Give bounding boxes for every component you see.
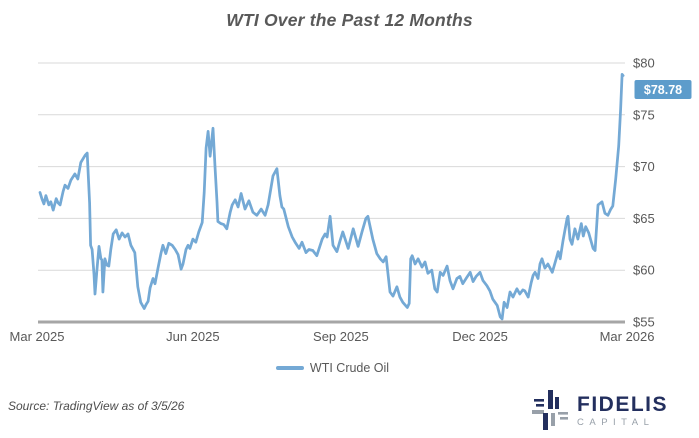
source-attribution: Source: TradingView as of 3/5/26	[8, 399, 185, 413]
fidelis-capital-logo: FIDELIS CAPITAL	[531, 388, 691, 434]
wti-price-line	[38, 73, 625, 321]
logo-name: FIDELIS	[577, 393, 669, 417]
y-tick-label: $75	[633, 107, 655, 122]
legend-line-swatch	[275, 366, 304, 370]
chart-legend: WTI Crude Oil	[40, 360, 625, 376]
x-tick-label: Dec 2025	[452, 329, 508, 344]
y-tick-label: $65	[633, 211, 655, 226]
x-tick-label: Sep 2025	[313, 329, 369, 344]
x-tick-label: Jun 2025	[166, 329, 220, 344]
y-tick-label: $60	[633, 263, 655, 278]
x-tick-label: Mar 2026	[600, 329, 655, 344]
y-tick-label: $80	[633, 56, 655, 71]
price-chart: $55 $60 $65 $70 $75 $80 Mar 2025 Jun 2025 Sep 20…	[10, 56, 692, 344]
logo-subname: CAPITAL	[577, 417, 655, 429]
y-tick-label: $70	[633, 159, 655, 174]
x-tick-label: Mar 2025	[10, 329, 65, 344]
last-price-flag	[634, 80, 692, 99]
y-tick-label: $55	[633, 315, 655, 330]
last-price-label: $78.78	[644, 83, 682, 97]
legend-series-label: WTI Crude Oil	[309, 361, 390, 375]
fidelis-logo-mark-icon	[532, 390, 568, 430]
chart-title: WTI Over the Past 12 Months	[226, 10, 473, 30]
